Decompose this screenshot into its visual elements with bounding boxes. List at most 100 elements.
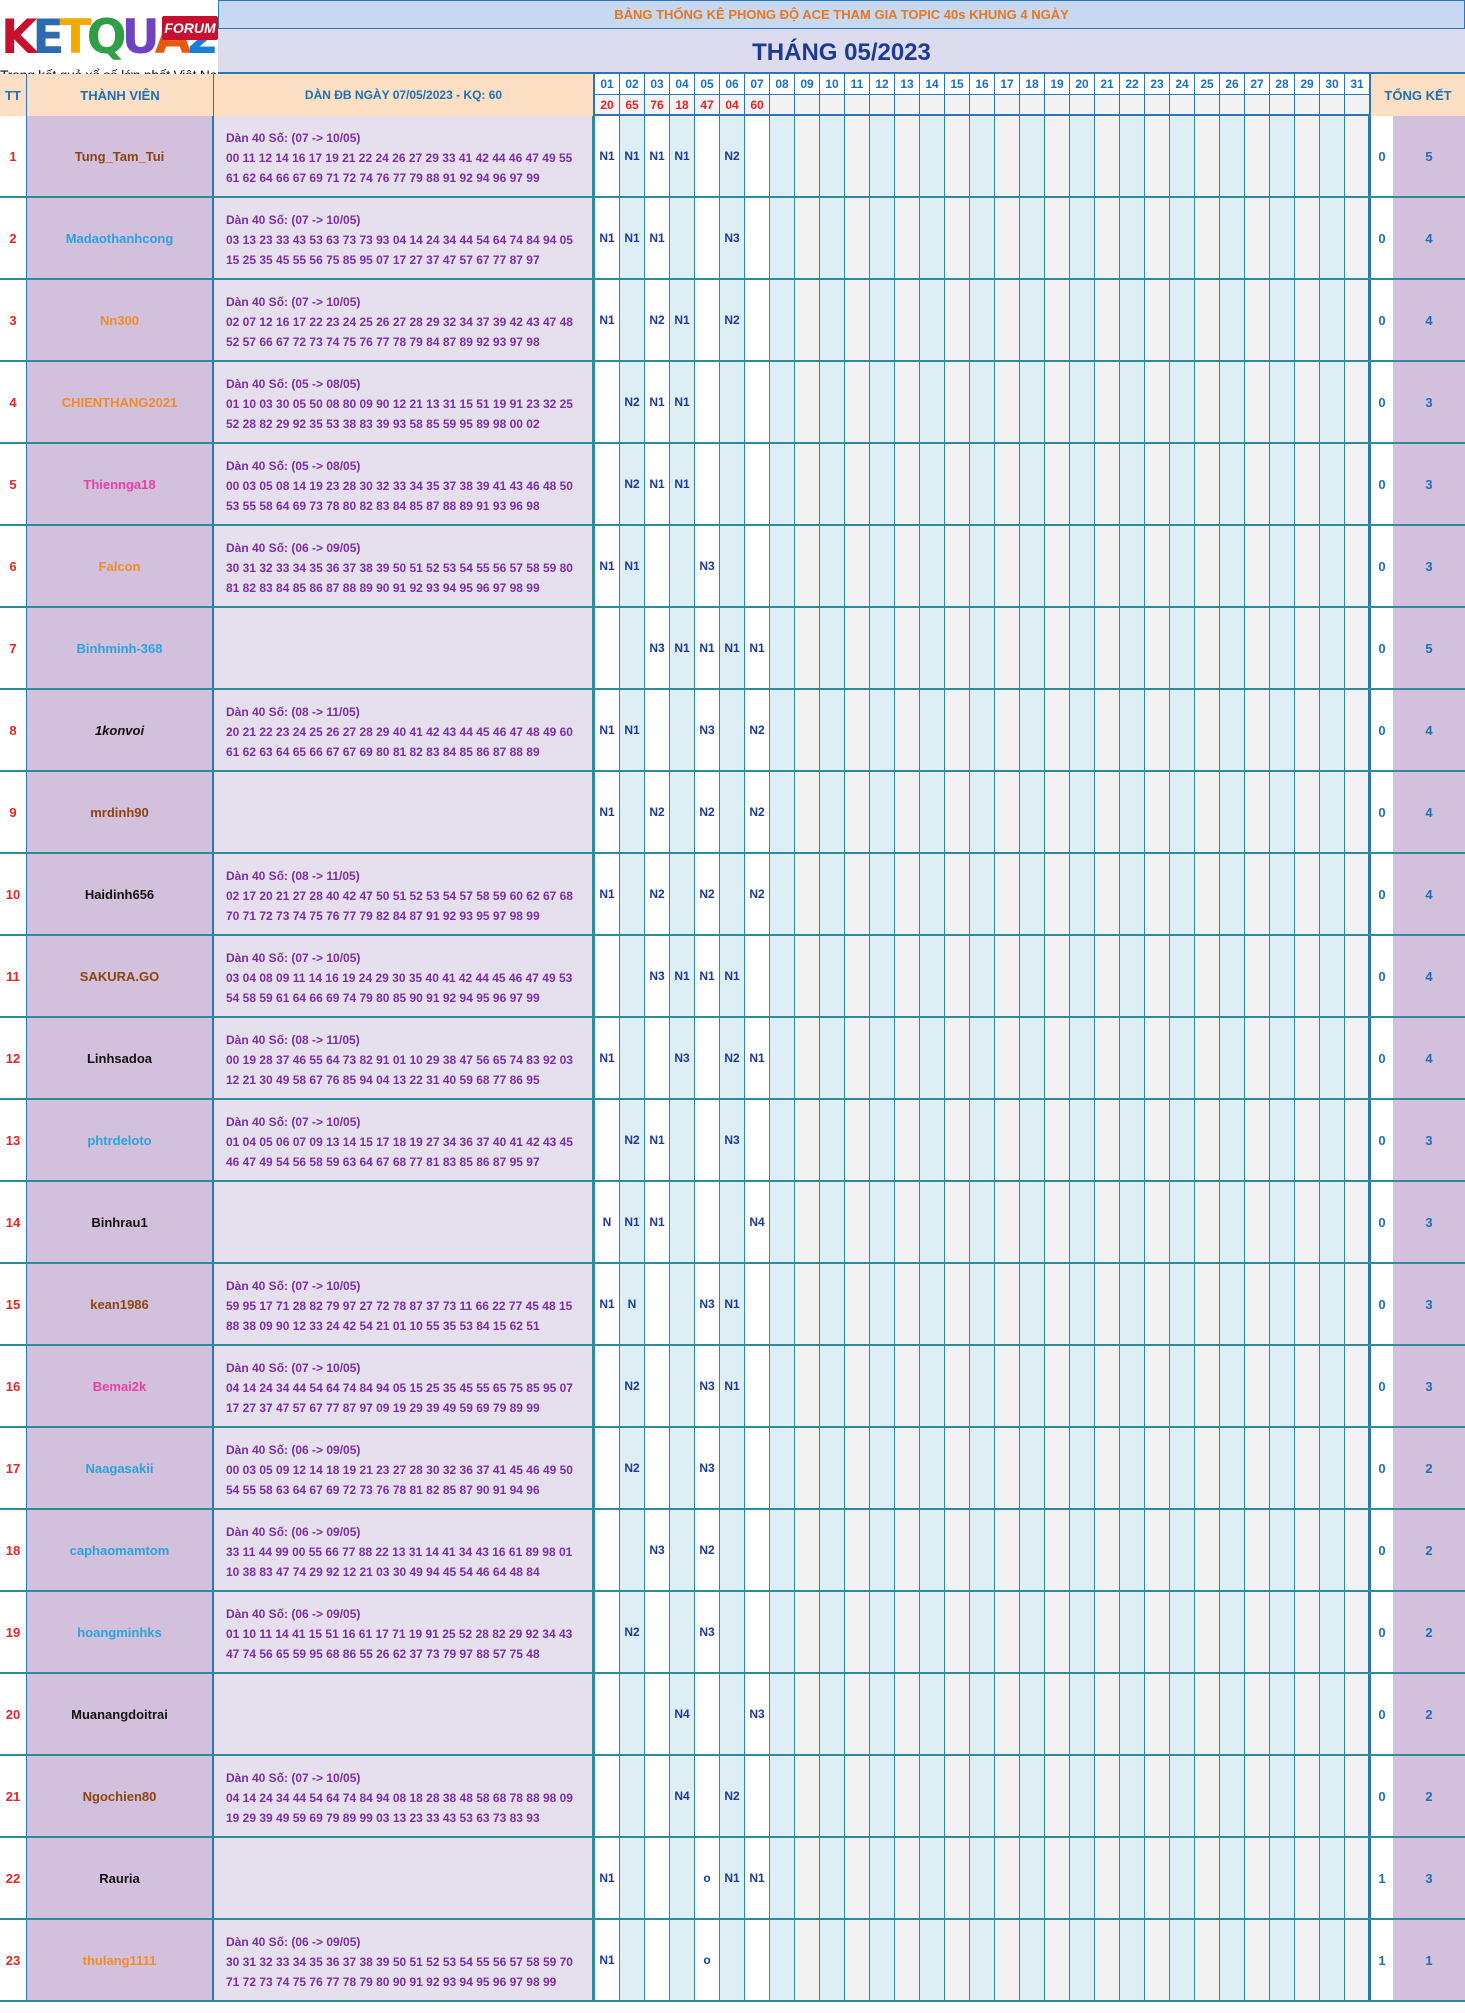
day-mark [994,1018,1019,1098]
day-mark [894,1838,919,1918]
day-mark [1044,362,1069,442]
member-name[interactable]: Ngochien80 [27,1756,214,1836]
day-mark [969,1920,994,2000]
day-result: 04 [719,95,744,116]
day-mark [1044,1674,1069,1754]
day-mark [1194,690,1219,770]
day-mark [594,1346,619,1426]
member-name[interactable]: 1konvoi [27,690,214,770]
dan-line: 04 14 24 34 44 54 64 74 84 94 08 18 28 3… [226,1791,573,1805]
day-mark [1219,772,1244,852]
member-name[interactable]: hoangminhks [27,1592,214,1672]
member-name[interactable]: Thiennga18 [27,444,214,524]
member-name[interactable]: Linhsadoa [27,1018,214,1098]
table-row: 1 Tung_Tam_Tui Dàn 40 Số: (07 -> 10/05) 00 … [0,116,1465,198]
day-mark [1294,362,1319,442]
member-name[interactable]: Bemai2k [27,1346,214,1426]
day-mark [969,444,994,524]
day-mark [1019,854,1044,934]
day-mark [1094,1346,1119,1426]
day-mark [819,362,844,442]
member-name[interactable]: Madaothanhcong [27,198,214,278]
dan-line: 03 13 23 33 43 53 63 73 73 93 04 14 24 3… [226,233,573,247]
member-name[interactable]: kean1986 [27,1264,214,1344]
day-mark [819,444,844,524]
dan-title: Dàn 40 Số: (06 -> 09/05) [226,1443,361,1457]
day-mark [744,1592,769,1672]
day-mark: N1 [619,116,644,196]
dan-line: 00 19 28 37 46 55 64 73 82 91 01 10 29 3… [226,1053,573,1067]
member-name[interactable]: Muanangdoitrai [27,1674,214,1754]
day-mark [819,1756,844,1836]
day-mark: N1 [719,1838,744,1918]
member-name[interactable]: thulang1111 [27,1920,214,2000]
day-mark [1244,1756,1269,1836]
member-name[interactable]: Nn300 [27,280,214,360]
day-mark [944,280,969,360]
day-mark [1269,1182,1294,1262]
member-name[interactable]: caphaomamtom [27,1510,214,1590]
member-name[interactable]: Binhminh-368 [27,608,214,688]
member-name[interactable]: CHIENTHANG2021 [27,362,214,442]
day-mark [1294,280,1319,360]
day-header: 08 [769,74,794,95]
day-mark [1219,280,1244,360]
day-mark [819,1592,844,1672]
day-mark [1244,1510,1269,1590]
day-mark [819,854,844,934]
day-mark [869,936,894,1016]
day-mark [919,690,944,770]
member-name[interactable]: SAKURA.GO [27,936,214,1016]
member-name[interactable]: Haidinh656 [27,854,214,934]
day-mark [844,1346,869,1426]
day-mark [1019,444,1044,524]
day-mark [1194,1182,1219,1262]
day-mark [1244,1674,1269,1754]
member-name[interactable]: Tung_Tam_Tui [27,116,214,196]
day-mark [944,690,969,770]
day-result [1019,95,1044,116]
day-mark [944,1428,969,1508]
day-mark [769,1100,794,1180]
day-mark [644,1756,669,1836]
row-number: 16 [0,1346,27,1426]
day-mark [1044,1100,1069,1180]
day-mark [1294,690,1319,770]
day-mark [994,362,1019,442]
day-mark [1194,1264,1219,1344]
day-mark [744,280,769,360]
day-mark [1194,116,1219,196]
day-result [969,95,994,116]
day-header: 10 [819,74,844,95]
day-mark: N4 [669,1756,694,1836]
dan-line: 33 11 44 99 00 55 66 77 88 22 13 31 14 4… [226,1545,573,1559]
day-mark [869,1264,894,1344]
day-mark [1344,1510,1369,1590]
day-mark: N3 [694,1428,719,1508]
day-mark [819,1674,844,1754]
day-mark [894,854,919,934]
day-mark [894,772,919,852]
day-mark [769,362,794,442]
day-mark: N2 [694,772,719,852]
member-name[interactable]: phtrdeloto [27,1100,214,1180]
day-mark [869,608,894,688]
day-mark [769,1674,794,1754]
total-hits: 0 [1368,936,1393,1016]
dan-title: Dàn 40 Số: (05 -> 08/05) [226,377,361,391]
member-name[interactable]: Rauria [27,1838,214,1918]
row-number: 2 [0,198,27,278]
day-result [919,95,944,116]
member-name[interactable]: Falcon [27,526,214,606]
dan-numbers: Dàn 40 Số: (08 -> 11/05) 02 17 20 21 27 2… [214,854,594,934]
member-name[interactable]: Naagasakii [27,1428,214,1508]
day-mark [1119,1510,1144,1590]
day-mark: N2 [619,1592,644,1672]
member-name[interactable]: mrdinh90 [27,772,214,852]
dan-numbers: Dàn 40 Số: (07 -> 10/05) 01 04 05 06 07 0… [214,1100,594,1180]
member-name[interactable]: Binhrau1 [27,1182,214,1262]
day-header: 12 [869,74,894,95]
total-score: 3 [1393,444,1465,524]
dan-numbers [214,1838,594,1918]
day-mark [1269,1592,1294,1672]
